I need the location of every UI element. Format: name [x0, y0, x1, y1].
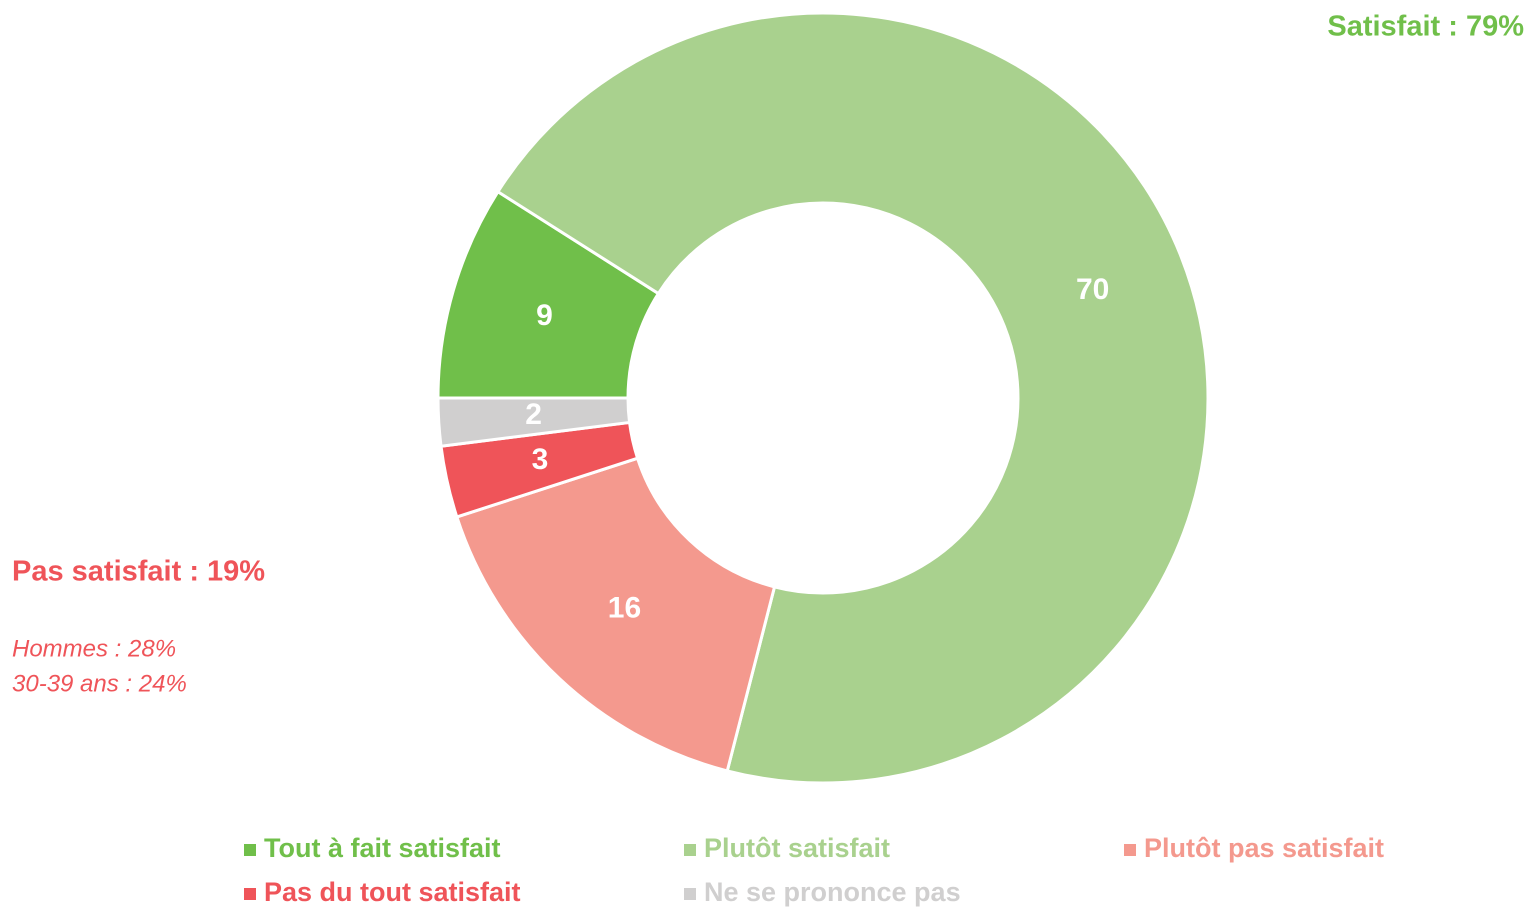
legend-swatch	[684, 888, 696, 900]
data-label: 9	[536, 299, 553, 332]
donut	[436, 11, 1210, 785]
legend-swatch	[244, 888, 256, 900]
slice	[454, 456, 777, 773]
data-label: 70	[1076, 273, 1109, 306]
slice	[495, 11, 1210, 785]
legend-swatch	[244, 844, 256, 856]
annotation: Satisfait : 79%	[1327, 11, 1524, 43]
legend-swatch	[684, 844, 696, 856]
legend-label: Plutôt satisfait	[704, 833, 890, 863]
data-label: 16	[608, 591, 641, 624]
data-label: 3	[532, 443, 549, 476]
data-label: 2	[525, 398, 542, 431]
legend-label: Ne se prononce pas	[704, 877, 961, 907]
annotation: 30-39 ans : 24%	[12, 670, 187, 697]
legend-swatch	[1124, 844, 1136, 856]
annotation: Hommes : 28%	[12, 635, 176, 662]
slice	[436, 396, 632, 448]
legend-label: Plutôt pas satisfait	[1144, 833, 1384, 863]
legend-label: Tout à fait satisfait	[264, 833, 501, 863]
legend-label: Pas du tout satisfait	[264, 877, 521, 907]
annotation: Pas satisfait : 19%	[12, 556, 265, 588]
